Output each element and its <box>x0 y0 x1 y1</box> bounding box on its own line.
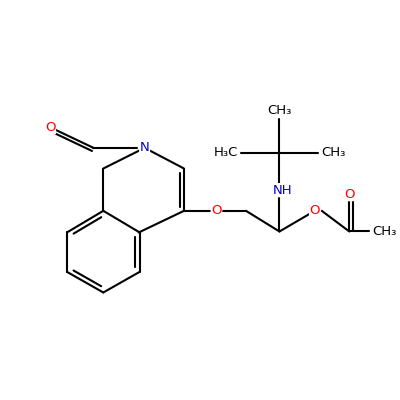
Text: CH₃: CH₃ <box>372 225 396 238</box>
Text: CH₃: CH₃ <box>267 104 292 117</box>
Text: CH₃: CH₃ <box>321 146 345 159</box>
Text: O: O <box>211 204 222 217</box>
Text: H₃C: H₃C <box>214 146 238 159</box>
Text: O: O <box>344 188 354 200</box>
Text: NH: NH <box>272 184 292 197</box>
Text: O: O <box>45 121 56 134</box>
Text: N: N <box>140 141 150 154</box>
Text: O: O <box>310 204 320 217</box>
